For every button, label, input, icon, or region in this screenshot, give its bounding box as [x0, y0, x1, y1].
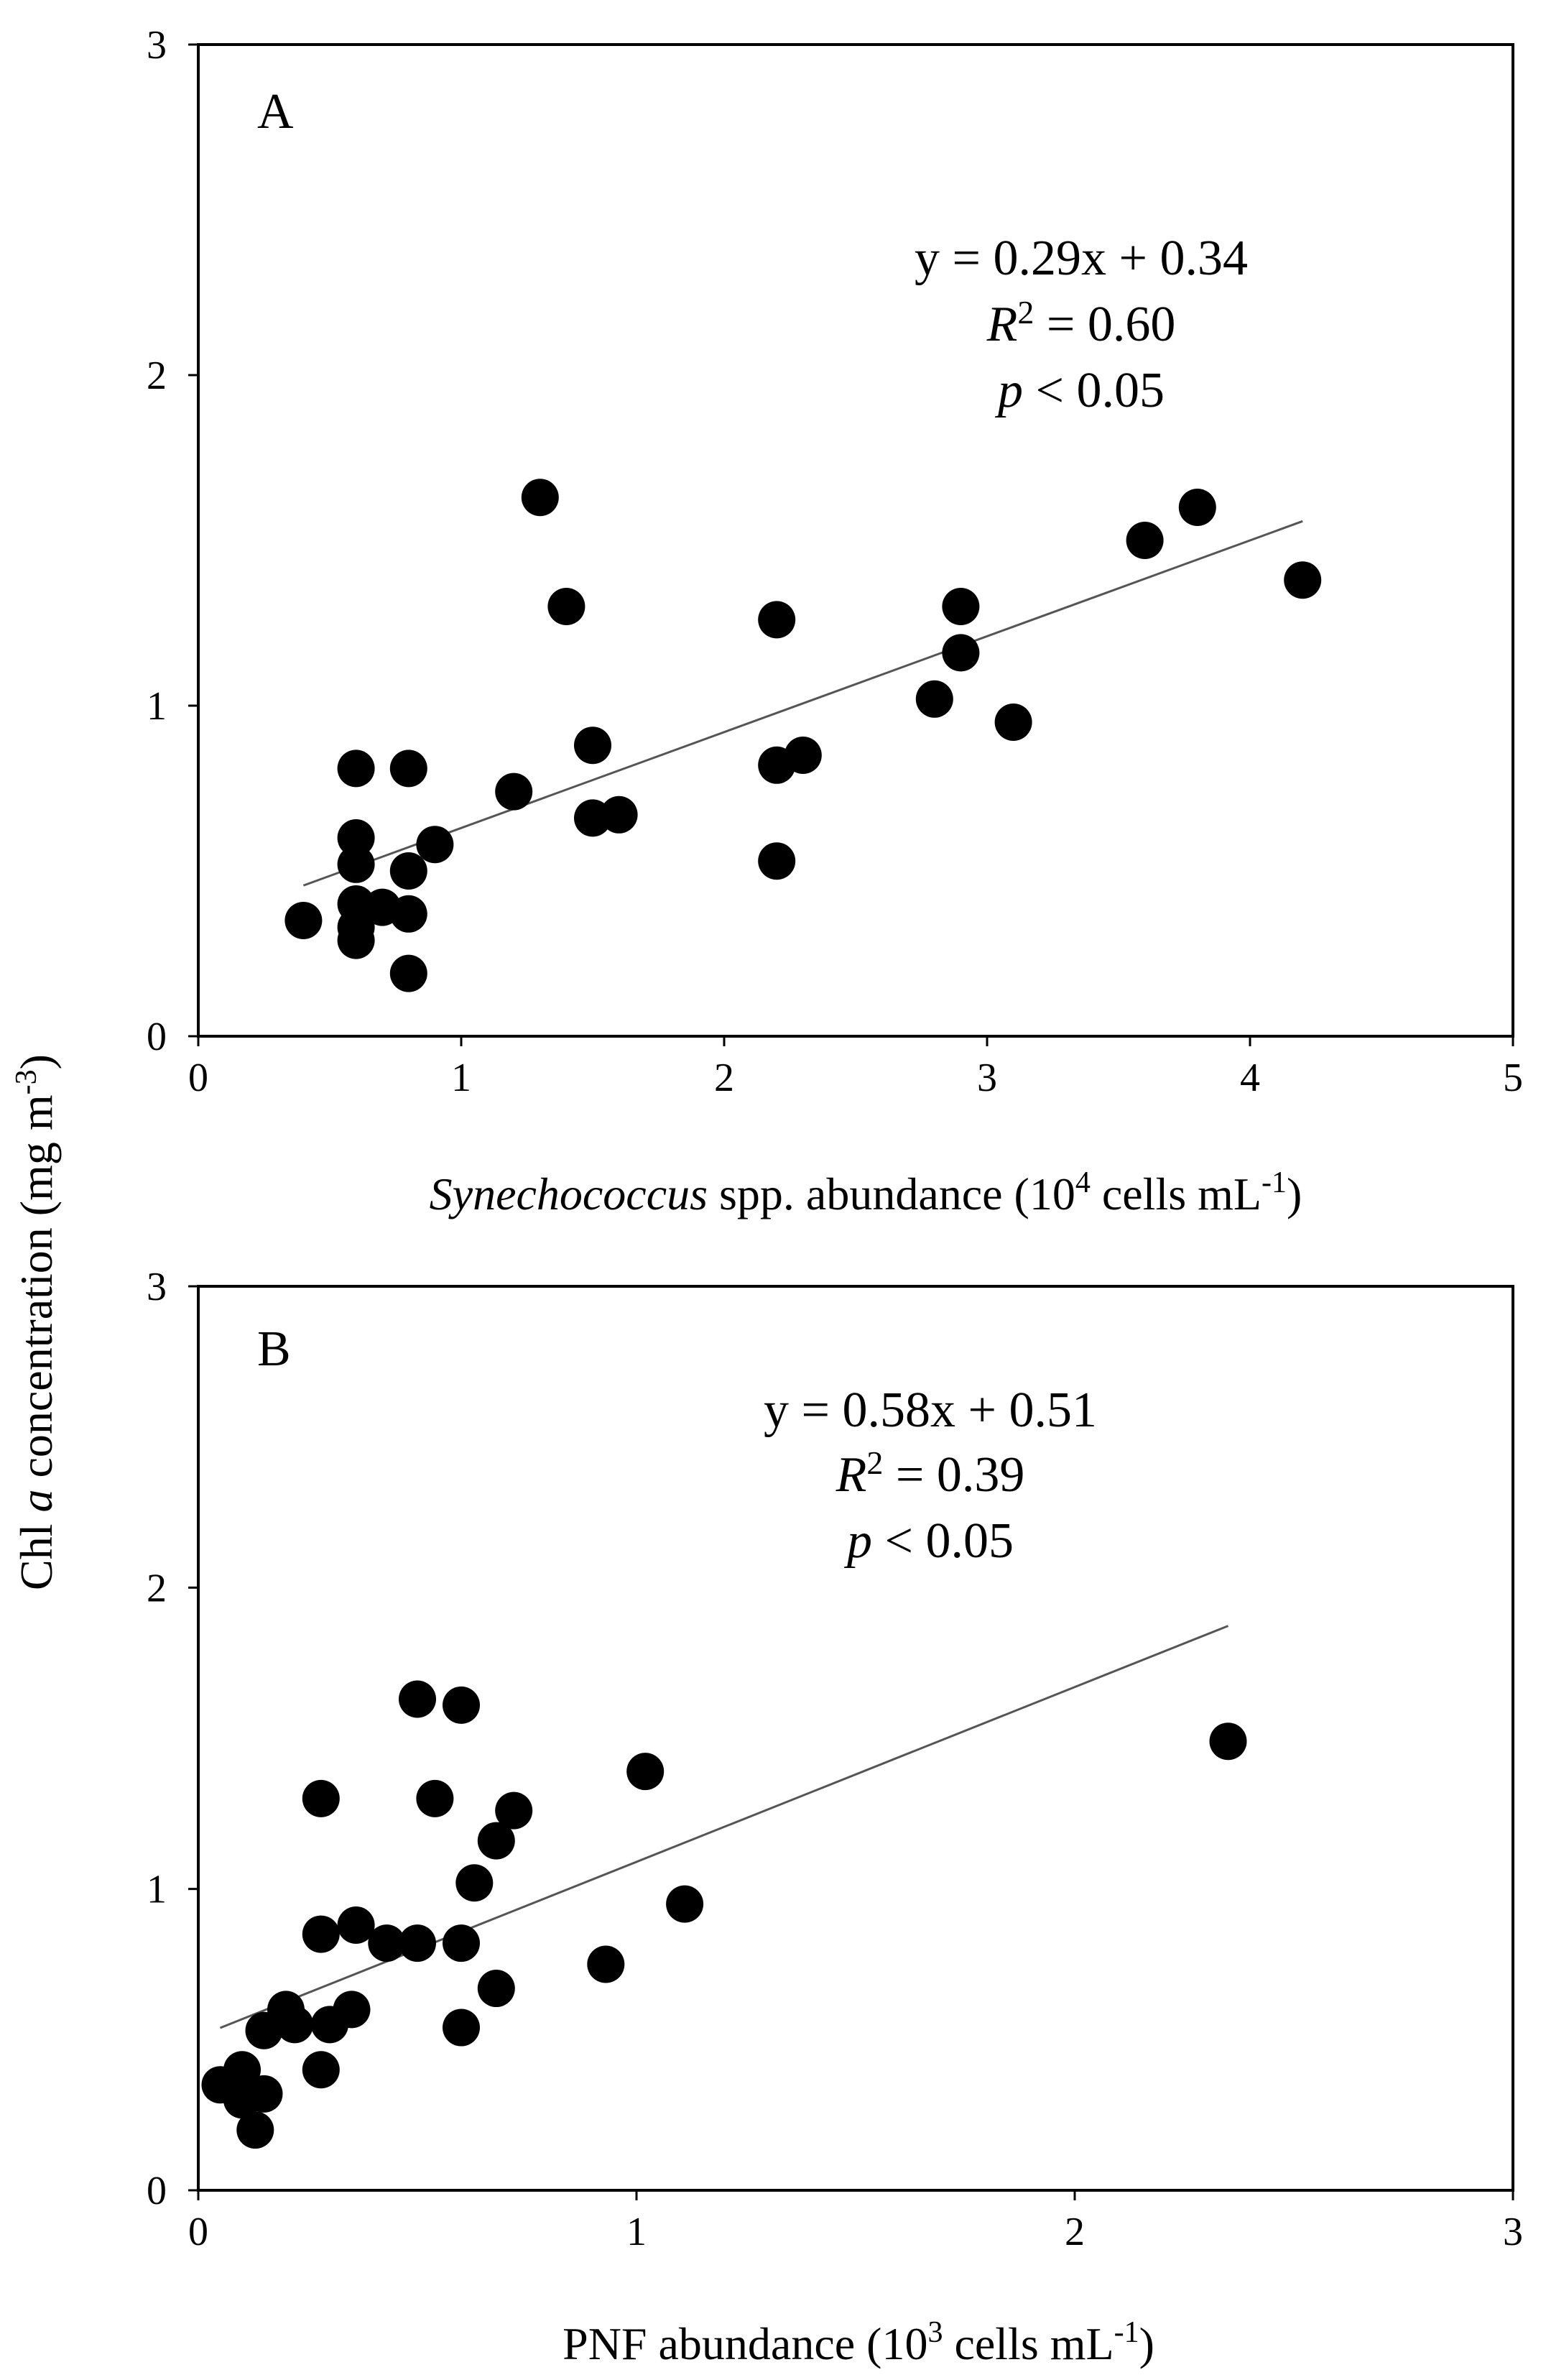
panel-a-data-point [758, 601, 796, 639]
panel-a-p-value: p < 0.05 [994, 363, 1165, 418]
panel-a-x-axis-title: Synechococcus spp. abundance (104 cells … [430, 1166, 1302, 1219]
panel-b-trendline [219, 1625, 1229, 2029]
panel-a-data-point [389, 954, 427, 992]
panel-a-data-point [389, 852, 427, 890]
panel-a-x-tick-label: 4 [1240, 1056, 1260, 1100]
panel-a-data-point [1178, 489, 1216, 526]
panel-b-data-point [399, 1924, 436, 1962]
panel-b-data-point [368, 1924, 406, 1962]
panel-b-data-point [333, 1991, 371, 2029]
panel-b-data-point [666, 1885, 704, 1923]
panel-b-data-point [302, 1915, 340, 1953]
panel-b-data-point [337, 1906, 375, 1944]
panel-a-data-point [389, 895, 427, 933]
panel-b-p-value: p < 0.05 [843, 1513, 1014, 1569]
panel-b-x-tick-label: 2 [1065, 2210, 1085, 2254]
panel-b-label: B [257, 1322, 291, 1377]
panel-b-data-point [1209, 1722, 1247, 1761]
panel-a-data-point [1126, 522, 1164, 559]
panel-b-data-point [399, 1680, 436, 1718]
panel-a-data-point [337, 819, 375, 857]
panel-a-data-point [784, 737, 822, 774]
panel-a-y-tick-label: 0 [147, 1015, 167, 1059]
panel-b: 0 1 2 3 0 1 2 3 B y = 0.58x + 0.51 R2 = 0.39 p … [147, 1265, 1523, 2369]
panel-b-data-point [302, 2051, 340, 2089]
panel-a-x-tick-label: 5 [1503, 1056, 1523, 1100]
panel-a-data-point [495, 772, 533, 811]
panel-a-data-point [574, 727, 611, 765]
panel-b-x-tick-label: 0 [188, 2210, 208, 2254]
panel-b-data-point [302, 1779, 340, 1817]
panel-b-data-point [443, 1686, 480, 1724]
panel-a-plot-frame [197, 43, 1514, 1038]
panel-a-r-squared: R2 = 0.60 [986, 294, 1176, 352]
panel-a-data-point [915, 680, 953, 718]
panel-a-equation: y = 0.29x + 0.34 [915, 231, 1248, 286]
panel-b-data-point [236, 2111, 274, 2149]
panel-b-y-tick-label: 3 [147, 1265, 167, 1309]
panel-a-data-point [758, 842, 796, 880]
panel-b-points [201, 1680, 1247, 2149]
panel-a-data-point [1284, 561, 1322, 599]
panel-a-data-point [521, 479, 559, 517]
panel-b-x-tick-label: 3 [1503, 2210, 1523, 2254]
panel-b-plot-frame [197, 1285, 1514, 2192]
panel-a-label: A [257, 84, 294, 139]
panel-b-x-axis-title: PNF abundance (103 cells mL-1) [563, 2316, 1154, 2369]
panel-a-x-tick-label: 0 [188, 1056, 208, 1100]
panel-b-x-tick-label: 1 [626, 2210, 647, 2254]
panel-b-data-point [223, 2051, 261, 2089]
panel-a-x-tick-label: 2 [714, 1056, 734, 1100]
panel-a-data-point [284, 902, 323, 939]
panel-a-data-point [994, 704, 1032, 741]
panel-b-data-point [443, 2008, 480, 2047]
panel-b-data-point [245, 2075, 283, 2113]
panel-a-x-tick-label: 3 [977, 1056, 997, 1100]
panel-b-y-tick-label: 0 [147, 2169, 167, 2213]
panel-b-data-point [276, 2006, 314, 2044]
panel-b-data-point [416, 1779, 454, 1817]
panel-b-data-point [495, 1791, 533, 1830]
panel-b-data-point [477, 1822, 515, 1860]
panel-a-data-point [337, 845, 375, 883]
panel-a-x-tick-label: 1 [451, 1056, 471, 1100]
panel-b-data-point [477, 1970, 515, 2008]
panel-b-equation: y = 0.58x + 0.51 [764, 1383, 1097, 1438]
panel-b-ticks: 0 1 2 3 0 1 2 3 [147, 1265, 1523, 2254]
panel-a-y-tick-label: 3 [147, 23, 167, 68]
panel-a-y-tick-label: 2 [147, 354, 167, 398]
panel-a-data-point [547, 588, 585, 625]
panel-a-points [284, 479, 1322, 992]
panel-b-y-tick-label: 1 [147, 1868, 167, 1912]
panel-b-data-point [443, 1924, 480, 1962]
shared-y-axis-title: Chl a concentration (mg m-3) [10, 1054, 62, 1590]
panel-a-data-point [337, 749, 375, 788]
panel-a-data-point [389, 749, 427, 788]
panel-b-data-point [455, 1864, 494, 1902]
panel-b-y-tick-label: 2 [147, 1566, 167, 1610]
panel-a-y-tick-label: 1 [147, 684, 167, 729]
panel-b-data-point [626, 1753, 665, 1791]
panel-a-data-point [600, 795, 638, 834]
panel-a-data-point [416, 826, 454, 864]
panel-a-data-point [942, 588, 980, 625]
panel-b-data-point [587, 1945, 625, 1983]
panel-a-data-point [337, 921, 375, 959]
panel-a-ticks: 0 1 2 3 4 5 0 1 2 3 [147, 23, 1523, 1100]
panel-a-trendline [302, 520, 1303, 887]
panel-a-data-point [942, 634, 980, 672]
panel-b-r-squared: R2 = 0.39 [836, 1444, 1025, 1503]
